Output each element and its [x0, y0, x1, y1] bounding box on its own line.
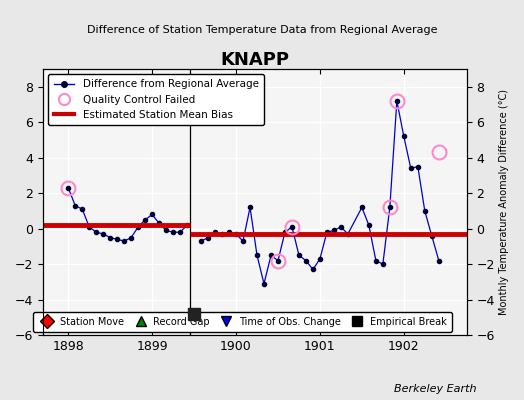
Text: Difference of Station Temperature Data from Regional Average: Difference of Station Temperature Data f… [87, 25, 437, 35]
Y-axis label: Monthly Temperature Anomaly Difference (°C): Monthly Temperature Anomaly Difference (… [499, 89, 509, 315]
Text: Berkeley Earth: Berkeley Earth [395, 384, 477, 394]
Title: KNAPP: KNAPP [221, 51, 289, 69]
Legend: Station Move, Record Gap, Time of Obs. Change, Empirical Break: Station Move, Record Gap, Time of Obs. C… [33, 312, 452, 332]
